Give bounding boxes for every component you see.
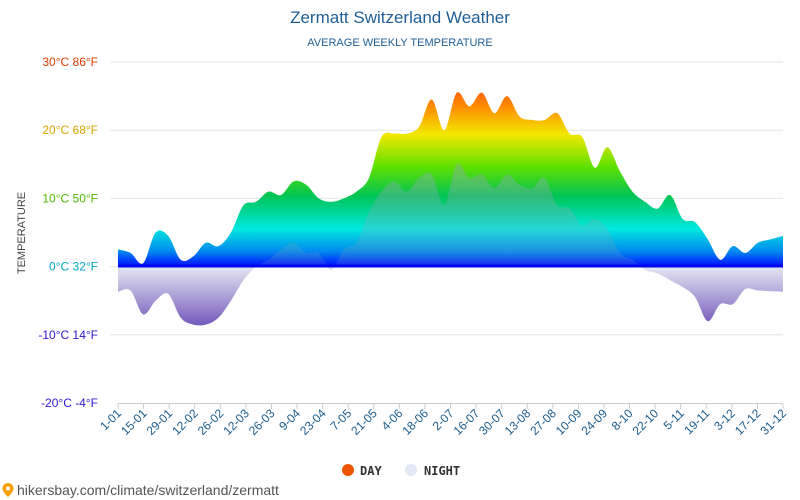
x-tick-label: 22-10 [630, 406, 662, 438]
y-tick-label: 0°C 32°F [49, 260, 98, 274]
x-tick-label: 27-08 [527, 406, 559, 438]
y-tick-label: 20°C 68°F [42, 123, 98, 137]
x-tick-label: 17-12 [732, 406, 764, 438]
legend-day-label: DAY [360, 464, 382, 478]
legend-day-marker [342, 464, 354, 476]
legend: DAY NIGHT [342, 464, 460, 478]
chart-subtitle: AVERAGE WEEKLY TEMPERATURE [307, 37, 492, 49]
x-tick-label: 30-07 [476, 406, 508, 438]
y-axis-label: TEMPERATURE [16, 192, 28, 274]
y-tick-label: -20°C -4°F [41, 396, 98, 410]
location-pin-dot [6, 486, 10, 491]
x-tick-label: 26-02 [195, 406, 227, 438]
series-areas [118, 92, 783, 326]
y-axis-ticks: 30°C 86°F 20°C 68°F 10°C 50°F 0°C 32°F -10°C… [38, 55, 98, 410]
legend-item-night[interactable]: NIGHT [405, 464, 460, 478]
x-tick-label: 12-03 [220, 406, 252, 438]
night-area-above-zero [256, 163, 640, 266]
day-area [118, 92, 783, 266]
x-tick-label: 24-09 [578, 406, 610, 438]
x-tick-label: 12-02 [169, 406, 201, 438]
x-tick-label: 26-03 [246, 406, 278, 438]
y-tick-label: 10°C 50°F [42, 191, 98, 205]
source-credit[interactable]: hikersbay.com/climate/switzerland/zermat… [2, 482, 280, 498]
legend-night-label: NIGHT [424, 464, 460, 478]
y-tick-label: 30°C 86°F [42, 55, 98, 69]
x-tick-label: 23-04 [297, 406, 329, 438]
x-tick-label: 16-07 [451, 406, 483, 438]
x-tick-label: 29-01 [144, 406, 176, 438]
source-url[interactable]: hikersbay.com/climate/switzerland/zermat… [17, 482, 279, 498]
x-tick-label: 15-01 [118, 406, 150, 438]
y-tick-label: -10°C 14°F [38, 328, 98, 342]
x-tick-label: 13-08 [502, 406, 534, 438]
x-tick-label: 31-12 [758, 406, 790, 438]
legend-night-marker [405, 464, 417, 476]
chart-title: Zermatt Switzerland Weather [290, 8, 510, 27]
x-tick-label: 10-09 [553, 406, 585, 438]
x-tick-label: 18-06 [399, 406, 431, 438]
x-tick-label: 21-05 [348, 406, 380, 438]
night-area-below-zero [118, 266, 783, 326]
x-axis-ticks: 1-0115-0129-0112-0226-0212-0326-039-0423… [97, 404, 789, 438]
legend-item-day[interactable]: DAY [342, 464, 382, 478]
x-tick-label: 19-11 [681, 406, 712, 437]
